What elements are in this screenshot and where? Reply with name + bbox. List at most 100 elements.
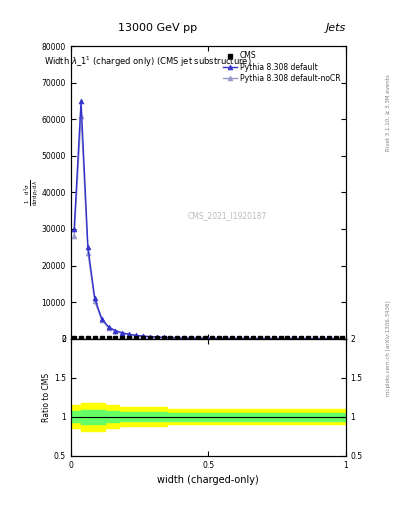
- Pythia 8.308 default-noCR: [326, 335, 331, 342]
- Pythia 8.308 default-noCR: [223, 335, 228, 342]
- Line: CMS: CMS: [72, 336, 344, 339]
- CMS: [120, 335, 125, 341]
- CMS: [251, 335, 255, 341]
- Pythia 8.308 default-noCR: [251, 335, 255, 342]
- CMS: [86, 335, 90, 341]
- Pythia 8.308 default-noCR: [161, 334, 166, 340]
- Pythia 8.308 default: [168, 335, 173, 341]
- Pythia 8.308 default-noCR: [196, 335, 200, 342]
- CMS: [92, 335, 97, 341]
- Pythia 8.308 default-noCR: [86, 250, 90, 256]
- Pythia 8.308 default: [134, 332, 138, 338]
- CMS: [106, 335, 111, 341]
- Pythia 8.308 default-noCR: [113, 328, 118, 334]
- Pythia 8.308 default: [189, 335, 193, 341]
- Pythia 8.308 default-noCR: [209, 335, 214, 342]
- Pythia 8.308 default: [92, 295, 97, 302]
- Pythia 8.308 default: [72, 226, 77, 232]
- CMS: [326, 335, 331, 341]
- Pythia 8.308 default-noCR: [264, 335, 269, 342]
- Pythia 8.308 default: [202, 335, 207, 342]
- Pythia 8.308 default: [154, 334, 159, 340]
- CMS: [127, 335, 132, 341]
- Pythia 8.308 default-noCR: [92, 298, 97, 305]
- CMS: [244, 335, 248, 341]
- Pythia 8.308 default: [161, 334, 166, 340]
- CMS: [299, 335, 303, 341]
- Pythia 8.308 default: [299, 335, 303, 342]
- CMS: [168, 335, 173, 341]
- Legend: CMS, Pythia 8.308 default, Pythia 8.308 default-noCR: CMS, Pythia 8.308 default, Pythia 8.308 …: [222, 50, 342, 84]
- Pythia 8.308 default-noCR: [333, 335, 338, 342]
- Pythia 8.308 default-noCR: [72, 233, 77, 239]
- Pythia 8.308 default: [306, 335, 310, 342]
- Pythia 8.308 default-noCR: [106, 325, 111, 331]
- CMS: [209, 335, 214, 341]
- Pythia 8.308 default-noCR: [182, 335, 187, 341]
- Pythia 8.308 default-noCR: [99, 317, 104, 323]
- Pythia 8.308 default: [147, 334, 152, 340]
- Pythia 8.308 default-noCR: [216, 335, 221, 342]
- Text: Width $\lambda$_1$^1$ (charged only) (CMS jet substructure): Width $\lambda$_1$^1$ (charged only) (CM…: [44, 55, 252, 69]
- Pythia 8.308 default: [223, 335, 228, 342]
- Pythia 8.308 default: [196, 335, 200, 342]
- Pythia 8.308 default: [86, 244, 90, 250]
- Pythia 8.308 default-noCR: [127, 332, 132, 338]
- CMS: [237, 335, 242, 341]
- Pythia 8.308 default-noCR: [244, 335, 248, 342]
- Pythia 8.308 default-noCR: [79, 113, 83, 119]
- Text: mcplots.cern.ch [arXiv:1306.3436]: mcplots.cern.ch [arXiv:1306.3436]: [386, 301, 391, 396]
- Pythia 8.308 default-noCR: [292, 335, 297, 342]
- Pythia 8.308 default: [79, 98, 83, 104]
- Pythia 8.308 default-noCR: [285, 335, 290, 342]
- Y-axis label: Ratio to CMS: Ratio to CMS: [42, 373, 51, 422]
- Pythia 8.308 default-noCR: [306, 335, 310, 342]
- Pythia 8.308 default-noCR: [271, 335, 276, 342]
- CMS: [141, 335, 145, 341]
- CMS: [99, 335, 104, 341]
- Pythia 8.308 default-noCR: [299, 335, 303, 342]
- Pythia 8.308 default-noCR: [340, 335, 345, 342]
- CMS: [320, 335, 324, 341]
- CMS: [333, 335, 338, 341]
- Pythia 8.308 default-noCR: [147, 334, 152, 340]
- CMS: [202, 335, 207, 341]
- Pythia 8.308 default-noCR: [189, 335, 193, 342]
- CMS: [216, 335, 221, 341]
- Pythia 8.308 default: [237, 335, 242, 342]
- Pythia 8.308 default: [326, 335, 331, 342]
- Pythia 8.308 default: [264, 335, 269, 342]
- CMS: [271, 335, 276, 341]
- Pythia 8.308 default-noCR: [134, 333, 138, 339]
- Line: Pythia 8.308 default: Pythia 8.308 default: [72, 98, 345, 341]
- CMS: [292, 335, 297, 341]
- CMS: [79, 335, 83, 341]
- Pythia 8.308 default: [278, 335, 283, 342]
- Pythia 8.308 default-noCR: [120, 330, 125, 336]
- Pythia 8.308 default: [285, 335, 290, 342]
- Text: CMS_2021_I1920187: CMS_2021_I1920187: [188, 211, 267, 220]
- CMS: [72, 335, 77, 341]
- CMS: [113, 335, 118, 341]
- Pythia 8.308 default: [182, 335, 187, 341]
- Pythia 8.308 default: [113, 328, 118, 334]
- Pythia 8.308 default: [216, 335, 221, 342]
- Text: Rivet 3.1.10, ≥ 3.3M events: Rivet 3.1.10, ≥ 3.3M events: [386, 74, 391, 151]
- Pythia 8.308 default: [175, 335, 180, 341]
- Pythia 8.308 default: [320, 335, 324, 342]
- Line: Pythia 8.308 default-noCR: Pythia 8.308 default-noCR: [72, 113, 345, 341]
- Y-axis label: $\frac{1}{\mathrm{d}\sigma}\frac{\mathrm{d}^2\sigma}{\mathrm{d}p_T\,\mathrm{d}\l: $\frac{1}{\mathrm{d}\sigma}\frac{\mathrm…: [22, 179, 40, 205]
- Pythia 8.308 default: [230, 335, 235, 342]
- Pythia 8.308 default: [333, 335, 338, 342]
- CMS: [285, 335, 290, 341]
- Pythia 8.308 default-noCR: [202, 335, 207, 342]
- Pythia 8.308 default: [106, 324, 111, 330]
- Pythia 8.308 default: [141, 333, 145, 339]
- CMS: [161, 335, 166, 341]
- Pythia 8.308 default-noCR: [141, 333, 145, 339]
- Pythia 8.308 default: [244, 335, 248, 342]
- Pythia 8.308 default: [99, 315, 104, 322]
- Pythia 8.308 default-noCR: [154, 334, 159, 340]
- CMS: [134, 335, 138, 341]
- Pythia 8.308 default-noCR: [230, 335, 235, 342]
